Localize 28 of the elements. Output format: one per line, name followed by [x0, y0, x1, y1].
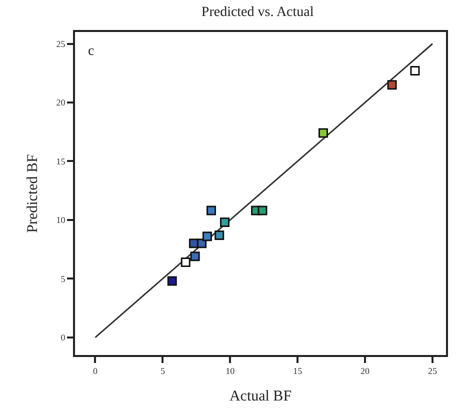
y-tick-label: 5 — [60, 274, 66, 284]
y-tick-label: 0 — [60, 332, 66, 343]
x-axis-title: Actual BF — [229, 388, 292, 404]
y-tick-label: 10 — [56, 215, 66, 226]
point — [180, 257, 190, 267]
y-tick-label: 20 — [56, 98, 66, 108]
x-tick-label: 0 — [92, 366, 98, 376]
y-tick-label: 15 — [56, 156, 66, 166]
point — [387, 80, 397, 90]
point — [197, 238, 207, 248]
x-tick-label: 25 — [428, 366, 438, 376]
chart-title: Predicted vs. Actual — [201, 4, 314, 20]
point — [214, 230, 224, 240]
y-axis-title: Predicted BF — [24, 154, 41, 233]
x-tick-label: 15 — [293, 366, 303, 376]
point — [220, 218, 230, 228]
x-tick-label: 5 — [160, 366, 166, 376]
point — [258, 206, 268, 216]
point — [318, 128, 328, 138]
x-tick-label: 20 — [360, 366, 370, 376]
point — [202, 232, 212, 242]
point — [190, 252, 200, 262]
annotation: c — [88, 44, 94, 59]
point — [410, 66, 420, 76]
x-tick-label: 10 — [226, 366, 236, 376]
y-tick-label: 25 — [56, 38, 66, 49]
point — [206, 206, 216, 216]
point — [167, 276, 177, 286]
